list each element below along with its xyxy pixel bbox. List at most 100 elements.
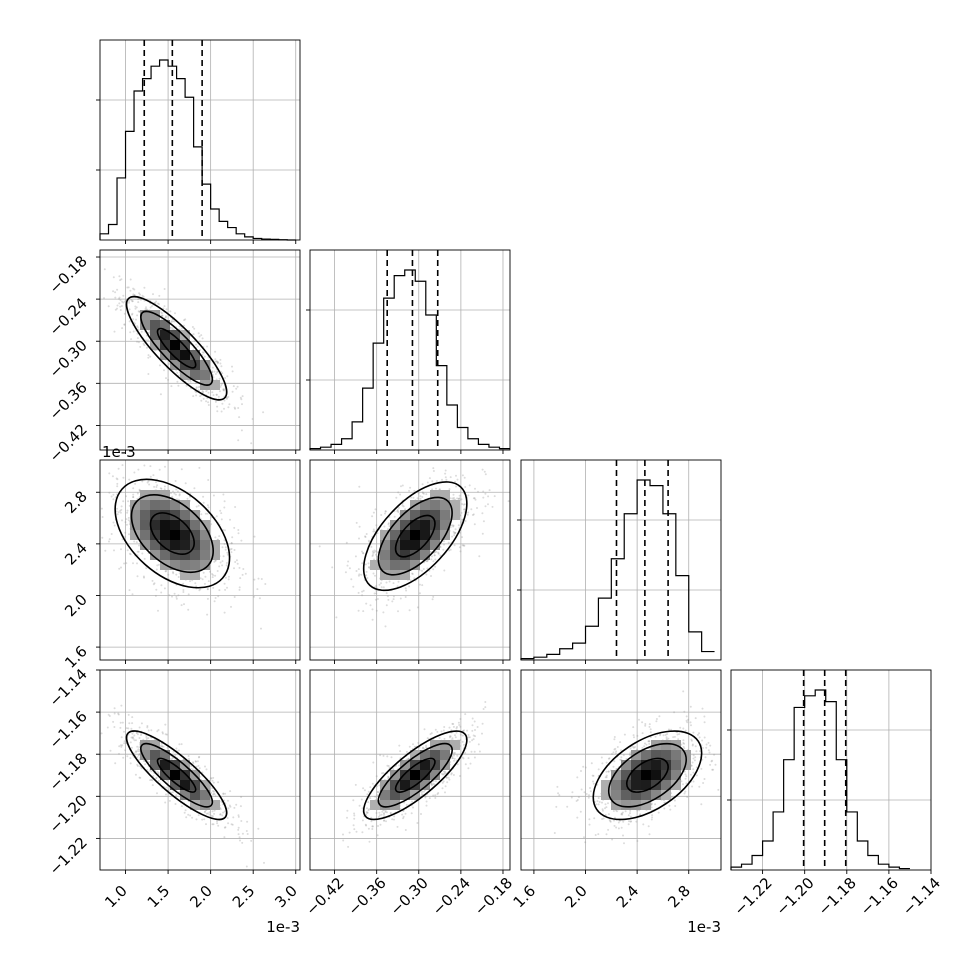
scatter-point (390, 756, 393, 759)
scatter-point (367, 539, 370, 542)
scatter-point (220, 512, 223, 515)
scatter-point (137, 748, 140, 751)
scatter-point (118, 302, 121, 305)
scatter-point (158, 468, 161, 471)
scatter-point (120, 704, 123, 707)
scatter-point (378, 583, 381, 586)
scatter-point (129, 289, 132, 292)
density-cell (190, 800, 200, 810)
scatter-point (239, 577, 242, 580)
scatter-point (212, 781, 215, 784)
scatter-point (167, 378, 170, 381)
scatter-point (145, 306, 147, 309)
scatter-point (353, 812, 356, 815)
density-cell (450, 500, 460, 510)
scatter-point (145, 308, 148, 311)
scatter-point (461, 518, 464, 521)
scatter-point (176, 490, 179, 493)
scatter-point (375, 586, 378, 589)
scatter-point (389, 812, 392, 814)
scatter-point (211, 573, 214, 575)
scatter-point (458, 497, 460, 500)
scatter-point (463, 544, 466, 547)
contour-1 (377, 742, 453, 808)
panel-frame (99, 39, 301, 241)
xtick-label: 2.5 (229, 882, 259, 912)
scatter-point (482, 708, 485, 710)
scatter-point (692, 768, 695, 771)
scatter-point (467, 767, 470, 770)
scatter-point (164, 723, 167, 726)
scatter-point (370, 820, 373, 823)
scatter-point (132, 318, 135, 321)
scatter-point (404, 829, 407, 831)
scatter-point (201, 818, 204, 821)
scatter-point (387, 522, 390, 525)
density-cell (410, 750, 420, 760)
scatter-point (482, 496, 485, 499)
scatter-point (119, 305, 122, 308)
scatter-point (376, 791, 379, 793)
scatter-point (474, 498, 477, 501)
scatter-point (604, 803, 607, 806)
scatter-point (433, 554, 436, 557)
scatter-point (383, 819, 386, 822)
scatter-point (374, 508, 377, 511)
scatter-point (443, 543, 445, 546)
scatter-point (145, 736, 148, 739)
scatter-point (683, 792, 686, 795)
density-cell (190, 550, 200, 560)
scatter-point (352, 799, 355, 802)
density-cell (150, 520, 160, 530)
density-cell (440, 500, 450, 510)
scatter-point (361, 594, 364, 597)
scatter-point (461, 474, 464, 477)
scatter-point (224, 546, 227, 549)
scatter-point (183, 319, 186, 322)
scatter-point (191, 326, 194, 328)
scatter-point (448, 736, 451, 739)
scatter-point (100, 507, 103, 510)
scatter-point (467, 736, 470, 739)
scatter-point (175, 488, 178, 491)
scatter-point (150, 305, 153, 308)
scatter-point (350, 578, 353, 581)
scatter-point (211, 370, 214, 373)
scatter-point (701, 707, 704, 710)
scatter-point (368, 808, 371, 811)
scatter-point (421, 496, 424, 498)
scatter-point (355, 521, 358, 524)
scatter-point (374, 550, 377, 553)
scatter-point (223, 529, 226, 532)
scatter-point (458, 497, 461, 500)
scatter-point (392, 582, 395, 585)
scatter-point (237, 815, 240, 818)
scatter-point (605, 774, 608, 777)
scatter-point (218, 377, 221, 380)
scatter-point (138, 310, 141, 313)
scatter-point (445, 478, 448, 481)
density-cell (440, 520, 450, 530)
scatter-point (126, 286, 129, 289)
scatter-point (131, 313, 133, 316)
scatter-point (119, 721, 122, 724)
scatter-point (151, 784, 154, 787)
density-cell (210, 550, 220, 560)
scatter-point (117, 467, 120, 470)
scatter-point (461, 756, 464, 759)
contour-2 (114, 478, 231, 589)
scatter-point (119, 279, 122, 282)
scatter-point (132, 287, 135, 290)
scatter-point (116, 304, 119, 307)
scatter-point (211, 366, 214, 369)
scatter-point (239, 396, 242, 399)
scatter-point (144, 308, 147, 310)
scatter-point (155, 568, 158, 571)
scatter-point (230, 542, 233, 545)
scatter-point (491, 505, 494, 508)
scatter-point (128, 320, 131, 323)
scatter-point (201, 390, 204, 393)
scatter-point (461, 536, 463, 539)
density-cell (410, 550, 420, 560)
scatter-point (417, 741, 420, 744)
